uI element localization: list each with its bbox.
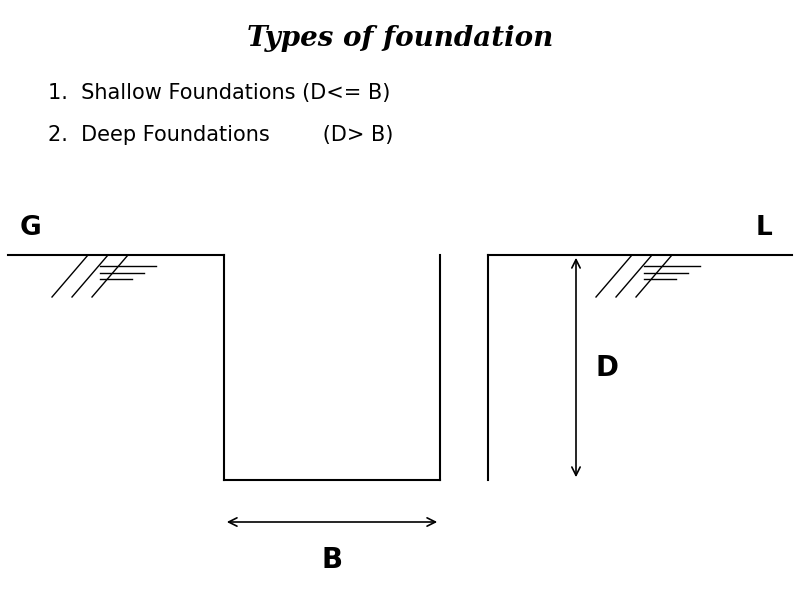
Text: G: G bbox=[20, 215, 42, 241]
Text: L: L bbox=[755, 215, 772, 241]
Text: B: B bbox=[322, 546, 342, 574]
Text: 2.  Deep Foundations        (D> B): 2. Deep Foundations (D> B) bbox=[48, 125, 394, 145]
Text: 1.  Shallow Foundations (D<= B): 1. Shallow Foundations (D<= B) bbox=[48, 83, 390, 103]
Text: Types of foundation: Types of foundation bbox=[247, 25, 553, 52]
Text: D: D bbox=[596, 353, 619, 382]
